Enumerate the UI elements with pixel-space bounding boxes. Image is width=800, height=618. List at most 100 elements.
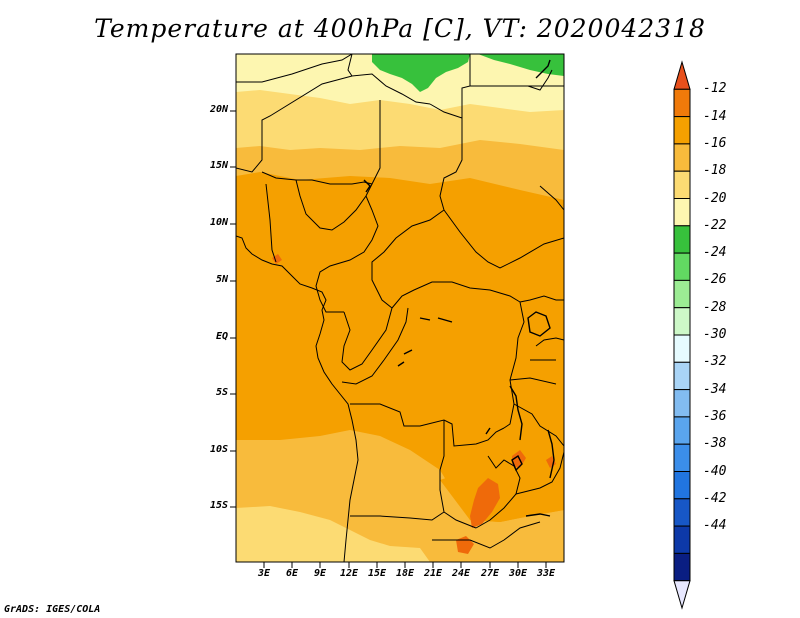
- colorbar-label: -14: [703, 108, 727, 124]
- border-niger-south: [261, 100, 381, 185]
- border-drc-angola: [350, 403, 505, 447]
- colorbar-segment: [673, 307, 691, 336]
- lon-label-15e: 15E: [367, 568, 387, 579]
- colorbar-segment: [673, 334, 691, 363]
- border-angola-namibia: [350, 511, 445, 521]
- border-horn: [527, 69, 553, 91]
- border-congo-gabon: [341, 307, 393, 371]
- colorbar-segment: [673, 88, 691, 118]
- lake-malawi: [547, 429, 555, 479]
- temperature-field: [236, 54, 564, 562]
- border-niger-chad: [429, 103, 463, 211]
- lon-label-18e: 18E: [395, 568, 415, 579]
- colorbar-label: -16: [703, 135, 727, 151]
- lat-label-10s: 10S: [209, 444, 228, 455]
- colorbar-segment: [673, 198, 691, 227]
- colorbar-label: -18: [703, 163, 727, 179]
- lake-tanganyika: [509, 385, 523, 441]
- colorbar-label: -28: [703, 299, 727, 315]
- lon-label-30e: 30E: [508, 568, 528, 579]
- lat-label-5n: 5N: [215, 274, 228, 285]
- colorbar-segment: [673, 416, 691, 445]
- lat-ticks: [230, 110, 236, 508]
- colorbar-segment: [673, 116, 691, 145]
- border-angola-zambia: [439, 420, 477, 529]
- lake-mweru: [511, 454, 523, 472]
- border-chad-car: [371, 209, 445, 309]
- coastline-west: [236, 235, 359, 562]
- colorbar-label: -34: [703, 381, 727, 397]
- lon-label-12e: 12E: [339, 568, 359, 579]
- colorbar-segment: [673, 525, 691, 554]
- border-nigeria: [265, 179, 373, 263]
- colorbar-label: -32: [703, 354, 727, 370]
- border-car-drc: [391, 281, 521, 309]
- colorbar-segment: [673, 361, 691, 391]
- colorbar-label: -40: [703, 463, 727, 479]
- colorbar-segment: [673, 143, 691, 172]
- map-title: Temperature at 400hPa [C], VT: 202004231…: [94, 14, 706, 43]
- field-green-top-right: [478, 54, 564, 76]
- lon-label-6e: 6E: [285, 568, 299, 579]
- colorbar-segment: [673, 471, 691, 500]
- colorbar-label: -44: [703, 518, 727, 534]
- colorbar-segment: [673, 170, 691, 199]
- lake-victoria: [527, 311, 551, 337]
- colorbar-segment: [673, 552, 691, 582]
- colorbar-segment: [673, 279, 691, 309]
- border-sudan: [443, 185, 564, 269]
- colorbar-label: -26: [703, 272, 727, 288]
- lon-label-9e: 9E: [313, 568, 327, 579]
- lon-label-3e: 3E: [257, 568, 271, 579]
- lat-label-20n: 20N: [209, 104, 228, 115]
- red-sea-coast: [535, 59, 551, 79]
- lat-label-10n: 10N: [209, 217, 228, 228]
- border-drc-east: [503, 301, 525, 429]
- field-yellow-south: [236, 506, 430, 562]
- lake-outlines: [363, 59, 555, 517]
- lon-label-33e: 33E: [536, 568, 556, 579]
- lat-label-15s: 15S: [209, 500, 228, 511]
- lake-kariba: [525, 513, 551, 517]
- colorbar-label: -30: [703, 327, 727, 342]
- lon-label-27e: 27E: [480, 568, 500, 579]
- map-frame: [235, 53, 565, 563]
- field-pale-north: [236, 54, 564, 112]
- colorbar-segment: [673, 225, 691, 254]
- border-namibia-bots: [432, 521, 541, 549]
- colorbar-label: -36: [703, 408, 727, 424]
- field-red-south: [470, 478, 500, 528]
- border-mali-niger: [236, 75, 353, 173]
- lat-label-15n: 15N: [209, 160, 228, 171]
- border-sahara-2: [347, 54, 431, 105]
- border-drc-west: [341, 307, 409, 385]
- drc-inner-river: [397, 317, 491, 435]
- field-green-top: [372, 54, 470, 92]
- colorbar-label: -38: [703, 436, 727, 452]
- border-zambia-moz: [515, 451, 564, 495]
- colorbar-label: -42: [703, 490, 727, 506]
- lon-label-24e: 24E: [451, 568, 471, 579]
- colorbar-bottom-arrow: [673, 580, 691, 610]
- lake-chad: [363, 179, 371, 193]
- lat-label-5s: 5S: [215, 387, 228, 398]
- colorbar-segment: [673, 252, 691, 281]
- footer-credit: GrADS: IGES/COLA: [4, 604, 101, 615]
- lon-ticks: [263, 562, 547, 568]
- colorbar-label: -22: [703, 217, 727, 233]
- border-east-lakes: [519, 295, 564, 361]
- border-tanzania: [509, 377, 564, 447]
- border-zambia: [475, 455, 521, 529]
- border-cameroon: [315, 195, 379, 313]
- country-borders: [236, 54, 564, 562]
- colorbar: [673, 60, 691, 610]
- border-sahara-1: [236, 54, 353, 83]
- colorbar-label: -20: [703, 190, 727, 206]
- colorbar-segment: [673, 443, 691, 473]
- colorbar-label: -24: [703, 245, 727, 261]
- field-orange-south-east: [440, 440, 564, 522]
- colorbar-top-arrow: [673, 60, 691, 90]
- lat-label-eq: EQ: [215, 331, 228, 342]
- colorbar-segment: [673, 389, 691, 418]
